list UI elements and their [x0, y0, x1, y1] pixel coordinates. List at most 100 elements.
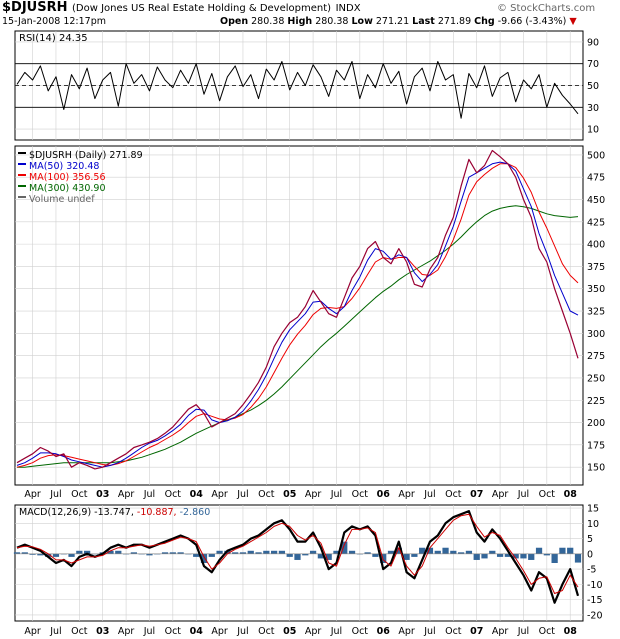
x-tick-label: Oct: [445, 626, 462, 637]
x-tick-label: Oct: [539, 626, 556, 637]
price-tick-label: 400: [587, 240, 605, 251]
x-tick-label: Oct: [165, 626, 182, 637]
x-tick-label: Jul: [330, 626, 342, 637]
macd-histogram-bar: [496, 553, 504, 557]
macd-histogram-bar: [317, 553, 324, 559]
legend-ma300-swatch: [18, 185, 26, 187]
price-layer: [16, 149, 579, 470]
symbol-description: (Dow Jones US Real Estate Holding & Deve…: [72, 3, 332, 14]
macd-histogram-bar: [208, 553, 215, 557]
macd-histogram-bar: [263, 550, 270, 554]
macd-histogram-bar: [161, 552, 169, 554]
macd-histogram-bar: [567, 547, 574, 554]
macd-tick-label: 15: [587, 504, 599, 515]
x-tick-label: Oct: [258, 489, 275, 500]
macd-histogram-bar: [395, 547, 402, 554]
chart-symbol-line: $DJUSRH (Dow Jones US Real Estate Holdin…: [2, 0, 361, 15]
macd-title: MACD(12,26,9) -13.747, -10.887, -2.860: [19, 507, 210, 518]
price-tick-label: 300: [587, 329, 605, 340]
open-value: 280.38: [251, 16, 285, 27]
rsi-tick-label: 70: [587, 59, 599, 70]
macd-histogram-bar: [177, 552, 184, 554]
rsi-layer: [15, 61, 583, 119]
macd-histogram-bar: [309, 550, 317, 554]
macd-histogram-bar: [84, 550, 91, 554]
macd-tick-label: -20: [587, 610, 603, 621]
macd-histogram-bar: [465, 550, 473, 554]
x-tick-label: Oct: [71, 626, 88, 637]
macd-histogram-bar: [403, 553, 410, 560]
macd-histogram-bar: [520, 553, 527, 559]
macd-histogram-bar: [535, 547, 543, 554]
macd-histogram-bar: [271, 550, 278, 554]
last-label: Last: [412, 16, 435, 27]
macd-histogram-bar: [45, 553, 52, 557]
x-tick-label: Apr: [398, 489, 415, 500]
x-tick-label: 04: [190, 626, 204, 637]
legend-volume: Volume undef: [29, 194, 95, 205]
x-tick-label: 05: [283, 489, 296, 500]
rsi-tick-label: 30: [587, 103, 599, 114]
price-tick-label: 475: [587, 173, 605, 184]
macd-histogram-bar: [504, 553, 511, 557]
macd-layer: [13, 510, 583, 604]
x-tick-label: Apr: [211, 626, 228, 637]
macd-histogram-bar: [325, 553, 332, 560]
price-tick-label: 250: [587, 373, 605, 384]
macd-histogram-bar: [302, 553, 309, 556]
rsi-tick-label: 50: [587, 81, 599, 92]
macd-histogram-bar: [255, 552, 262, 554]
x-tick-label: Apr: [398, 626, 415, 637]
macd-histogram-bar: [450, 550, 457, 554]
macd-histogram-bar: [200, 553, 208, 563]
x-tick-label: Apr: [305, 489, 322, 500]
macd-histogram-bar: [146, 553, 153, 556]
x-tick-label: Oct: [258, 626, 275, 637]
symbol-ticker: $DJUSRH: [2, 0, 68, 15]
legend-volume-swatch: [18, 196, 26, 198]
macd-tick-label: -15: [587, 595, 603, 606]
price-tick-label: 425: [587, 217, 605, 228]
x-tick-label: 05: [283, 626, 296, 637]
price-tick-label: 325: [587, 307, 605, 318]
label-layer: Apr Apr Jul Jul Oct Oct 03 03 Apr Apr Jul Jul Oct Oct…: [18, 33, 605, 637]
legend-ma50: MA(50) 320.48: [29, 161, 99, 172]
macd-histogram-bar: [115, 550, 122, 554]
macd-histogram-bar: [37, 553, 44, 556]
x-tick-label: Apr: [24, 626, 41, 637]
x-tick-label: 03: [96, 626, 109, 637]
rsi-title: RSI(14) 24.35: [19, 33, 88, 44]
macd-histogram-bar: [528, 553, 535, 560]
x-tick-label: 04: [190, 489, 204, 500]
macd-histogram-bar: [348, 550, 356, 554]
price-tick-label: 150: [587, 463, 605, 474]
macd-histogram-bar: [169, 552, 176, 554]
macd-histogram-bar: [387, 550, 395, 554]
last-value: 271.89: [437, 16, 472, 27]
macd-histogram-bar: [52, 553, 60, 557]
x-tick-label: Apr: [492, 489, 509, 500]
x-tick-label: Apr: [118, 489, 135, 500]
macd-histogram-bar: [512, 553, 519, 559]
price-tick-label: 275: [587, 351, 605, 362]
macd-histogram-bar: [286, 553, 293, 557]
x-tick-label: Oct: [445, 489, 462, 500]
x-tick-label: Jul: [143, 626, 155, 637]
x-tick-label: Oct: [165, 489, 182, 500]
macd-histogram-bar: [232, 552, 239, 554]
price-tick-label: 375: [587, 262, 605, 273]
macd-histogram-bar: [473, 553, 480, 560]
macd-histogram-bar: [341, 541, 348, 554]
x-tick-label: Apr: [24, 489, 41, 500]
x-tick-label: Oct: [352, 489, 369, 500]
macd-histogram-bar: [29, 553, 36, 555]
x-tick-label: Jul: [236, 626, 248, 637]
x-tick-label: Jul: [143, 489, 155, 500]
macd-histogram-bar: [372, 553, 379, 557]
x-tick-label: 06: [377, 626, 391, 637]
x-tick-label: Jul: [49, 489, 61, 500]
macd-histogram-bar: [426, 547, 434, 554]
macd-histogram-bar: [442, 547, 449, 554]
macd-histogram-bar: [239, 552, 247, 554]
low-value: 271.21: [375, 16, 410, 27]
